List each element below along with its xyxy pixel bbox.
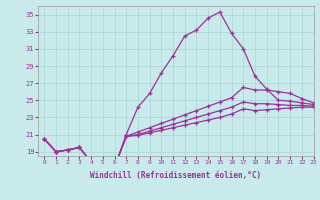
X-axis label: Windchill (Refroidissement éolien,°C): Windchill (Refroidissement éolien,°C) (91, 171, 261, 180)
